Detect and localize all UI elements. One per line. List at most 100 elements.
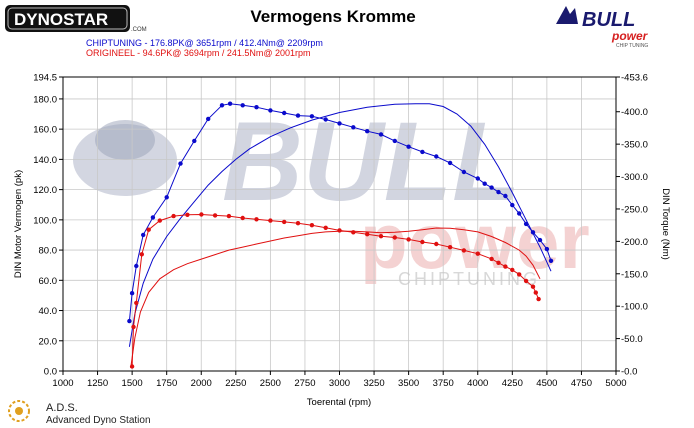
data-point-origineel-torque xyxy=(392,235,397,240)
data-point-origineel-torque xyxy=(146,227,151,232)
y-left-tick-label: 194.5 xyxy=(33,73,57,84)
data-point-chiptuning-torque xyxy=(240,103,245,108)
data-point-origineel-torque xyxy=(434,241,439,247)
data-point-chiptuning-torque xyxy=(523,221,529,227)
data-point-chiptuning-torque xyxy=(351,125,356,130)
data-point-chiptuning-torque xyxy=(447,160,453,166)
data-point-chiptuning-torque xyxy=(510,202,515,208)
y-left-tick-label: 160.0 xyxy=(33,125,57,136)
data-point-origineel-torque xyxy=(139,252,144,257)
x-tick-label: 4250 xyxy=(502,378,523,389)
data-point-chiptuning-torque xyxy=(129,291,135,296)
data-point-origineel-torque xyxy=(378,234,384,239)
data-point-origineel-torque xyxy=(185,212,190,217)
x-tick-label: 2500 xyxy=(260,378,281,389)
x-tick-label: 3000 xyxy=(329,378,350,389)
legend-entry-origineel: ORIGINEEL - 94.6PK@ 3694rpm / 241.5Nm@ 2… xyxy=(86,48,311,58)
data-point-chiptuning-torque xyxy=(134,263,139,269)
watermark-power-text: power xyxy=(360,197,590,285)
watermark-chiptuning-text: CHIPTUNING xyxy=(398,269,540,289)
data-point-origineel-torque xyxy=(254,217,259,222)
x-tick-label: 4000 xyxy=(467,378,488,389)
data-point-origineel-torque xyxy=(530,284,536,289)
x-tick-label: 3250 xyxy=(363,378,384,389)
x-tick-label: 3750 xyxy=(433,378,454,389)
data-point-chiptuning-torque xyxy=(127,318,132,324)
y-right-axis-label: DIN Torque (Nm) xyxy=(660,188,671,260)
y-left-tick-label: 0.0 xyxy=(44,367,57,378)
data-point-origineel-torque xyxy=(489,256,494,262)
x-tick-label: 5000 xyxy=(605,378,626,389)
data-point-chiptuning-torque xyxy=(475,176,480,181)
y-right-tick-label: -453.6 xyxy=(621,73,648,84)
data-point-origineel-torque xyxy=(309,223,315,228)
data-point-chiptuning-torque xyxy=(537,237,543,243)
data-point-origineel-torque xyxy=(268,218,273,223)
data-point-chiptuning-torque xyxy=(420,149,425,155)
data-point-chiptuning-torque xyxy=(461,169,467,175)
y-right-tick-label: -150.0 xyxy=(621,269,648,280)
y-left-tick-label: 20.0 xyxy=(39,336,58,347)
data-point-origineel-torque xyxy=(536,296,541,302)
data-point-origineel-torque xyxy=(295,221,301,226)
series-line-chiptuning-torque xyxy=(128,103,552,322)
data-point-chiptuning-torque xyxy=(406,144,411,149)
data-point-origineel-torque xyxy=(129,364,135,369)
data-point-origineel-torque xyxy=(420,239,425,245)
data-point-origineel-torque xyxy=(517,272,522,277)
y-left-axis-ticks: 0.0 20.0 40.0 60.0 80.0 100.0 120.0 140.0 160.0 1… xyxy=(33,73,63,378)
data-point-chiptuning-torque xyxy=(378,132,384,137)
data-point-chiptuning-torque xyxy=(323,117,328,122)
data-point-origineel-torque xyxy=(171,213,176,219)
data-point-chiptuning-torque xyxy=(178,161,183,166)
data-point-chiptuning-torque xyxy=(392,138,397,144)
y-right-tick-label: -400.0 xyxy=(621,107,648,118)
y-left-tick-label: 140.0 xyxy=(33,155,57,166)
data-point-chiptuning-torque xyxy=(503,193,508,199)
x-tick-label: 4750 xyxy=(571,378,592,389)
chart-title: Vermogens Kromme xyxy=(250,7,415,26)
x-tick-label: 2750 xyxy=(294,378,315,389)
data-point-chiptuning-torque xyxy=(337,121,342,126)
series-line-origineel-power xyxy=(130,227,541,369)
x-tick-label: 1250 xyxy=(87,378,108,389)
data-point-origineel-torque xyxy=(365,232,370,237)
chip-tuning-logo-tag: CHIP TUNING xyxy=(616,43,648,49)
series-line-chiptuning-power xyxy=(128,103,552,347)
y-left-axis-label: DIN Motor Vermogen (pk) xyxy=(13,170,24,278)
x-tick-label: 1000 xyxy=(52,378,73,389)
legend-entry-chiptuning: CHIPTUNING - 176.8PK@ 3651rpm / 412.4Nm@… xyxy=(86,38,323,48)
data-point-origineel-torque xyxy=(282,219,287,225)
data-point-origineel-torque xyxy=(199,212,204,217)
ads-logo-text: Advanced Dyno Station xyxy=(46,415,151,426)
y-left-tick-label: 40.0 xyxy=(39,306,58,317)
data-point-chiptuning-torque xyxy=(544,246,550,252)
data-point-origineel-torque xyxy=(406,237,411,242)
data-point-chiptuning-torque xyxy=(227,101,233,106)
data-point-chiptuning-torque xyxy=(150,215,156,220)
x-tick-label: 2250 xyxy=(225,378,246,389)
bull-power-watermark: BULL power CHIPTUNING xyxy=(73,99,590,289)
y-right-axis-ticks: -0.0 -50.0 -100.0 -150.0 -200.0 -250.0 -300.0 -… xyxy=(616,73,648,378)
data-point-chiptuning-torque xyxy=(206,116,211,122)
x-tick-label: 3500 xyxy=(398,378,419,389)
data-point-chiptuning-torque xyxy=(517,211,522,216)
data-point-origineel-torque xyxy=(226,213,232,219)
data-point-origineel-torque xyxy=(134,300,139,306)
ads-logo-abbr: A.D.S. xyxy=(46,402,78,414)
y-right-tick-label: -200.0 xyxy=(621,237,648,248)
dynostar-logo: DYNOSTAR .COM xyxy=(5,5,147,33)
watermark-bull-text: BULL xyxy=(222,99,521,224)
data-point-chiptuning-torque xyxy=(365,129,370,134)
data-point-origineel-torque xyxy=(212,213,218,218)
data-point-origineel-torque xyxy=(496,260,501,265)
data-point-origineel-torque xyxy=(461,248,467,253)
data-point-origineel-torque xyxy=(523,278,529,284)
y-left-tick-label: 80.0 xyxy=(39,246,58,257)
data-point-origineel-torque xyxy=(240,215,245,221)
chart-series xyxy=(127,101,554,369)
x-axis-ticks: 1000 1250 1500 1750 2000 2250 2500 2750 3000 3250… xyxy=(52,371,627,389)
data-point-origineel-torque xyxy=(351,230,356,235)
data-point-chiptuning-torque xyxy=(164,195,169,200)
